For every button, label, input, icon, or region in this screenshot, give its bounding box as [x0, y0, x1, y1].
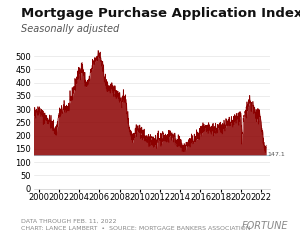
- Text: 147.1: 147.1: [267, 152, 285, 158]
- Text: DATA THROUGH FEB. 11, 2022: DATA THROUGH FEB. 11, 2022: [21, 219, 116, 224]
- Text: CHART: LANCE LAMBERT  •  SOURCE: MORTGAGE BANKERS ASSOCIATION: CHART: LANCE LAMBERT • SOURCE: MORTGAGE …: [21, 226, 250, 231]
- Text: Seasonally adjusted: Seasonally adjusted: [21, 24, 119, 34]
- Text: Mortgage Purchase Application Index: Mortgage Purchase Application Index: [21, 7, 300, 20]
- Text: FORTUNE: FORTUNE: [242, 221, 288, 231]
